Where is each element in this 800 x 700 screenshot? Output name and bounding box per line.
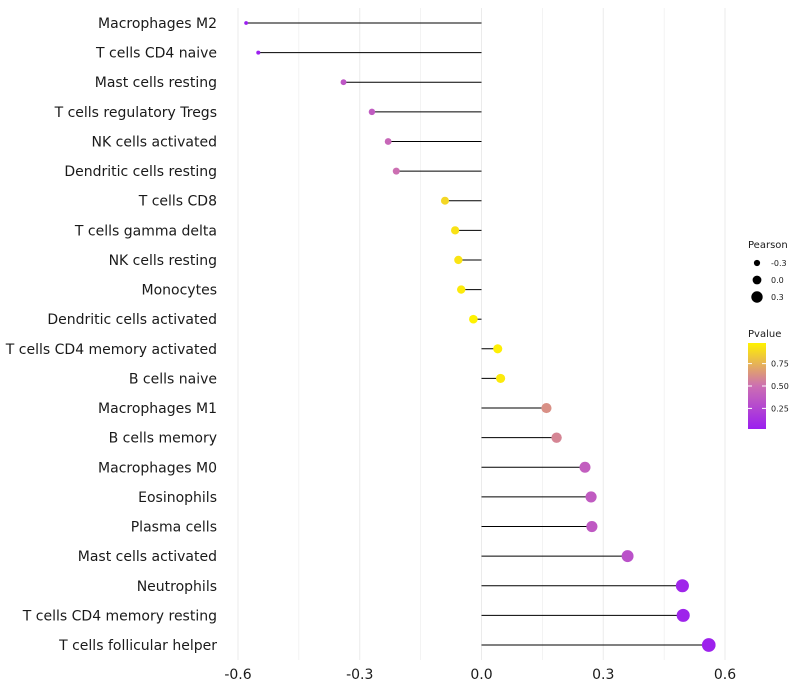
color-legend-title: Pvalue: [748, 329, 781, 340]
size-legend-label: -0.3: [771, 259, 787, 268]
size-legend-dot: [752, 275, 762, 285]
y-axis-label: Mast cells activated: [78, 549, 217, 565]
x-tick-label: 0.6: [714, 667, 736, 683]
legend: Pearson Pvalue -0.3 0.0 0.3 0.75 0.50 0.25: [748, 240, 789, 429]
color-legend-ticks: 0.75 0.50 0.25: [748, 360, 789, 413]
lollipop-point: [384, 138, 392, 145]
y-axis-label: B cells memory: [109, 431, 217, 447]
lollipop-segments: [246, 22, 709, 646]
lollipop-points: [244, 21, 716, 652]
y-axis-label: T cells CD8: [138, 194, 217, 210]
lollipop-point: [495, 373, 506, 384]
size-legend-dot: [753, 259, 761, 267]
lollipop-point: [493, 344, 503, 354]
y-axis-label: Neutrophils: [137, 579, 217, 595]
lollipop-point: [676, 608, 690, 622]
lollipop-point: [585, 491, 597, 503]
y-axis-label: Monocytes: [142, 283, 217, 299]
y-axis-label: Dendritic cells activated: [47, 312, 217, 328]
y-axis-label: NK cells activated: [92, 134, 217, 150]
lollipop-point: [551, 432, 562, 443]
lollipop-point: [579, 461, 591, 473]
y-axis-label: Macrophages M0: [98, 460, 217, 476]
lollipop-point: [621, 550, 634, 563]
x-axis-ticks: -0.6 -0.3 0.0 0.3 0.6: [224, 667, 736, 683]
lollipop-point: [469, 314, 478, 324]
size-legend-label: 0.3: [771, 293, 784, 302]
y-axis-label: T cells follicular helper: [58, 638, 217, 654]
lollipop-point: [586, 520, 598, 533]
lollipop-point: [454, 255, 463, 265]
lollipop-point: [451, 226, 460, 235]
lollipop-point: [541, 402, 552, 414]
lollipop-point: [256, 50, 261, 55]
x-tick-label: 0.0: [470, 667, 492, 683]
y-axis-label: Dendritic cells resting: [64, 164, 217, 180]
y-axis-label: T cells gamma delta: [74, 223, 217, 239]
y-axis-label: Macrophages M2: [98, 16, 217, 32]
color-legend-label: 0.75: [771, 360, 789, 369]
lollipop-point: [368, 108, 376, 116]
x-tick-label: -0.3: [346, 667, 373, 683]
y-axis-label: T cells regulatory Tregs: [54, 105, 217, 121]
size-legend-title: Pearson: [748, 240, 788, 251]
lollipop-point: [701, 638, 716, 652]
grid-lines: [237, 8, 726, 660]
x-tick-label: -0.6: [224, 667, 251, 683]
y-axis-label: Mast cells resting: [95, 75, 217, 91]
lollipop-point: [440, 196, 449, 205]
color-legend-bar: [748, 343, 766, 429]
y-axis-label: Plasma cells: [131, 520, 217, 536]
lollipop-point: [392, 167, 400, 175]
size-legend-label: 0.0: [771, 276, 784, 285]
size-legend-items: -0.3 0.0 0.3: [751, 259, 787, 303]
color-legend-label: 0.25: [771, 404, 789, 413]
y-axis-label: Macrophages M1: [98, 401, 217, 417]
lollipop-point: [340, 79, 347, 86]
lollipop-point: [244, 21, 249, 25]
y-axis-label: T cells CD4 memory resting: [22, 608, 217, 624]
y-axis-label: T cells CD4 memory activated: [5, 342, 217, 358]
y-axis-label: Eosinophils: [138, 490, 217, 506]
lollipop-point: [675, 579, 689, 593]
y-axis-label: T cells CD4 naive: [95, 46, 217, 62]
color-legend-label: 0.50: [771, 382, 789, 391]
y-axis-labels: Macrophages M2 T cells CD4 naive Mast cell…: [5, 16, 217, 654]
y-axis-label: NK cells resting: [109, 253, 217, 269]
y-axis-label: B cells naive: [129, 371, 217, 387]
lollipop-point: [457, 285, 466, 294]
x-tick-label: 0.3: [592, 667, 614, 683]
size-legend-dot: [751, 291, 763, 303]
